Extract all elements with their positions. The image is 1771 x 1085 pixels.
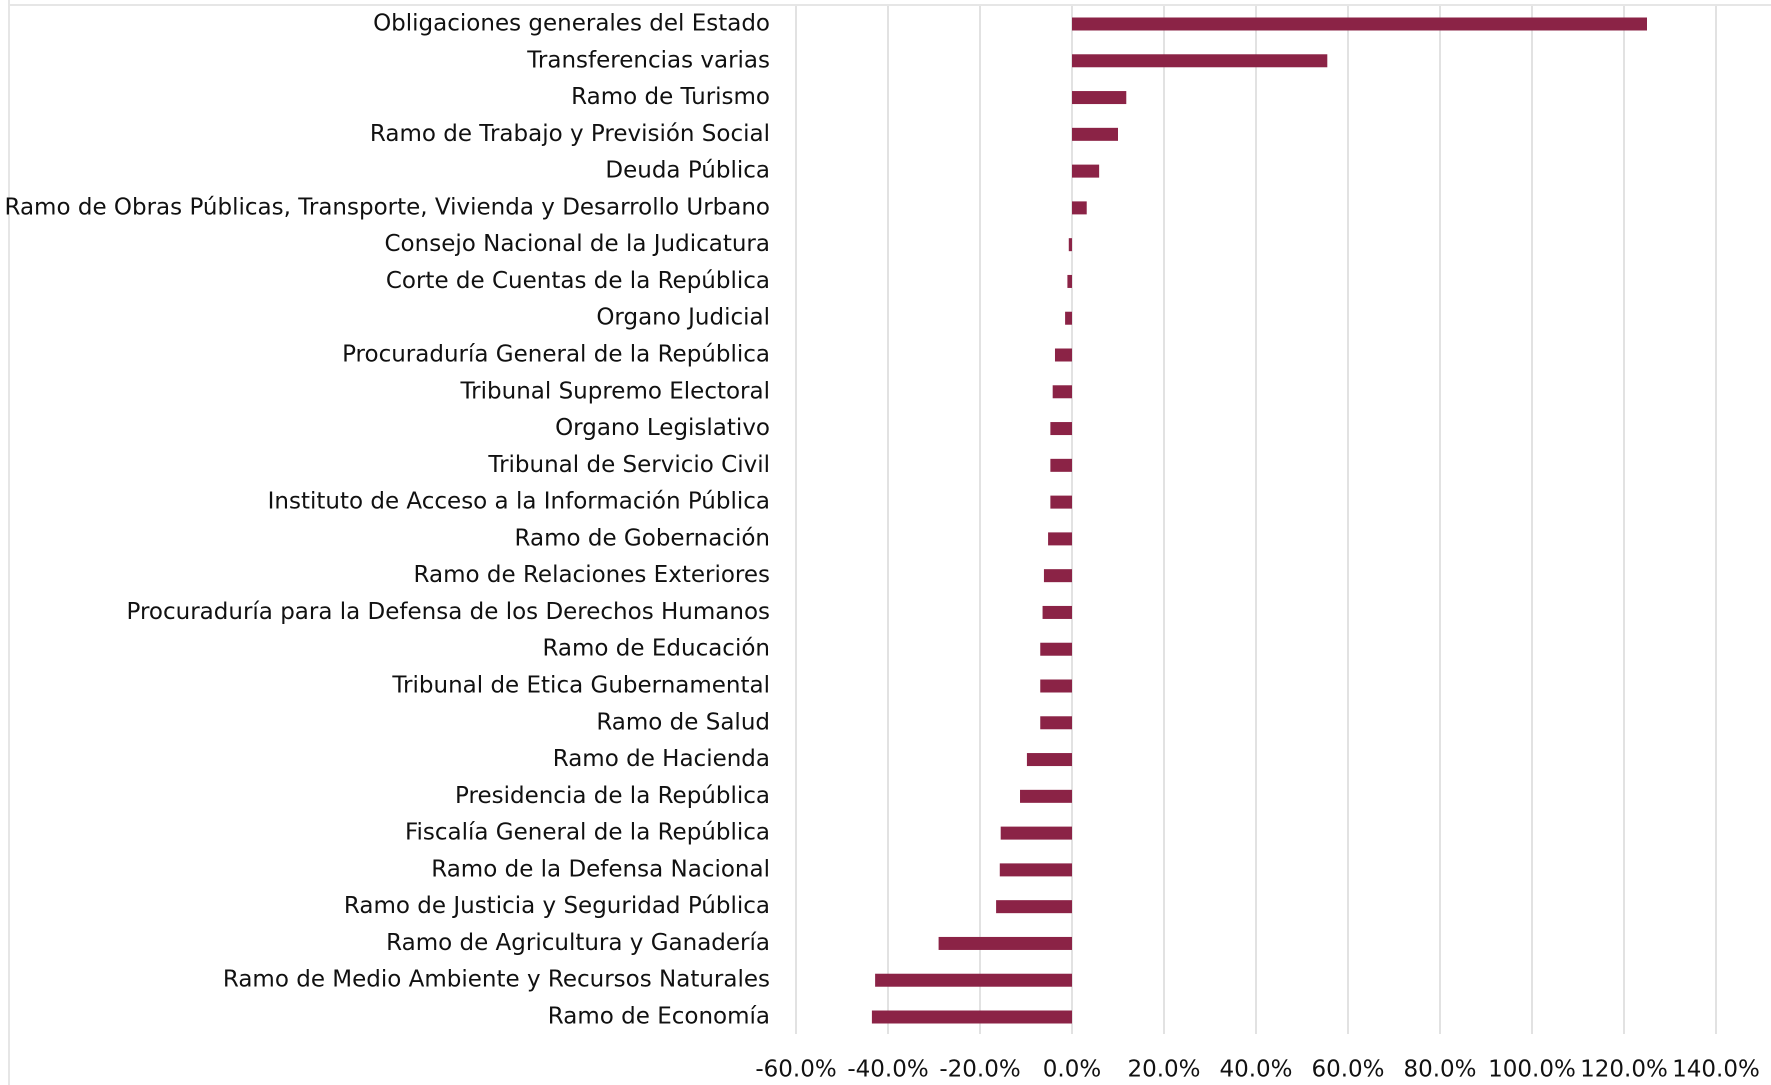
y-tick-label: Tribunal de Etica Gubernamental [391,673,770,699]
bar [1040,642,1072,656]
bar [1026,753,1072,767]
bar [1072,127,1118,141]
y-tick-label: Ramo de Medio Ambiente y Recursos Natura… [223,967,770,993]
bar [875,973,1072,987]
y-tick-label: Procuraduría General de la República [342,342,770,368]
bar [1040,679,1072,693]
bar [1042,605,1072,619]
y-tick-label: Fiscalía General de la República [405,820,770,846]
bar [1020,789,1072,803]
bar [871,1010,1072,1024]
bar [996,900,1072,914]
bar [938,936,1072,950]
y-tick-label: Ramo de Salud [596,709,770,735]
y-tick-label: Ramo de Hacienda [553,746,770,772]
bar [1065,311,1072,325]
x-tick-label: -20.0% [939,1057,1020,1083]
x-tick-label: 0.0% [1043,1057,1101,1083]
y-tick-label: Ramo de Turismo [571,84,770,110]
y-tick-label: Tribunal de Servicio Civil [487,452,770,478]
bar [1072,17,1647,31]
bar [1072,54,1328,68]
y-tick-label: Ramo de Economía [548,1004,770,1030]
y-tick-label: Ramo de Justicia y Seguridad Pública [344,893,770,919]
x-tick-label: -60.0% [755,1057,836,1083]
x-tick-label: 140.0% [1672,1057,1760,1083]
y-tick-label: Ramo de Obras Públicas, Transporte, Vivi… [4,194,770,220]
bar [999,863,1072,877]
y-tick-label: Deuda Pública [605,158,770,184]
bar [1050,495,1072,509]
bar [1048,532,1072,546]
y-tick-label: Instituto de Acceso a la Información Púb… [268,489,770,515]
y-tick-label: Tribunal Supremo Electoral [460,378,770,404]
y-tick-label: Ramo de Relaciones Exteriores [414,562,770,588]
x-tick-label: 100.0% [1488,1057,1576,1083]
y-tick-label: Ramo de la Defensa Nacional [431,856,770,882]
y-tick-label: Ramo de Agricultura y Ganadería [386,930,770,956]
y-tick-label: Ramo de Gobernación [515,525,770,551]
y-tick-label: Presidencia de la República [455,783,770,809]
y-tick-label: Organo Legislativo [555,415,770,441]
y-tick-label: Corte de Cuentas de la República [386,268,770,294]
bar [1000,826,1072,840]
bar [1072,91,1127,105]
x-tick-label: 20.0% [1127,1057,1200,1083]
y-tick-label: Obligaciones generales del Estado [373,11,770,37]
x-tick-label: -40.0% [847,1057,928,1083]
x-tick-label: 80.0% [1403,1057,1476,1083]
bar [1052,385,1072,399]
x-tick-label: 40.0% [1219,1057,1292,1083]
bar [1068,238,1072,252]
y-tick-label: Ramo de Trabajo y Previsión Social [370,121,770,147]
x-tick-label: 60.0% [1311,1057,1384,1083]
y-tick-label: Consejo Nacional de la Judicatura [385,231,771,257]
y-tick-label: Ramo de Educación [542,636,770,662]
bar [1054,348,1072,362]
bar [1040,716,1072,730]
bar [1050,458,1072,472]
x-tick-label: 120.0% [1580,1057,1668,1083]
bar [1067,274,1072,288]
y-tick-label: Procuraduría para la Defensa de los Dere… [127,599,770,625]
bar [1043,569,1072,583]
y-tick-label: Organo Judicial [596,305,770,331]
bar [1050,422,1072,436]
y-tick-label: Transferencias varias [526,47,770,73]
bar [1072,164,1100,178]
bar [1072,201,1087,215]
